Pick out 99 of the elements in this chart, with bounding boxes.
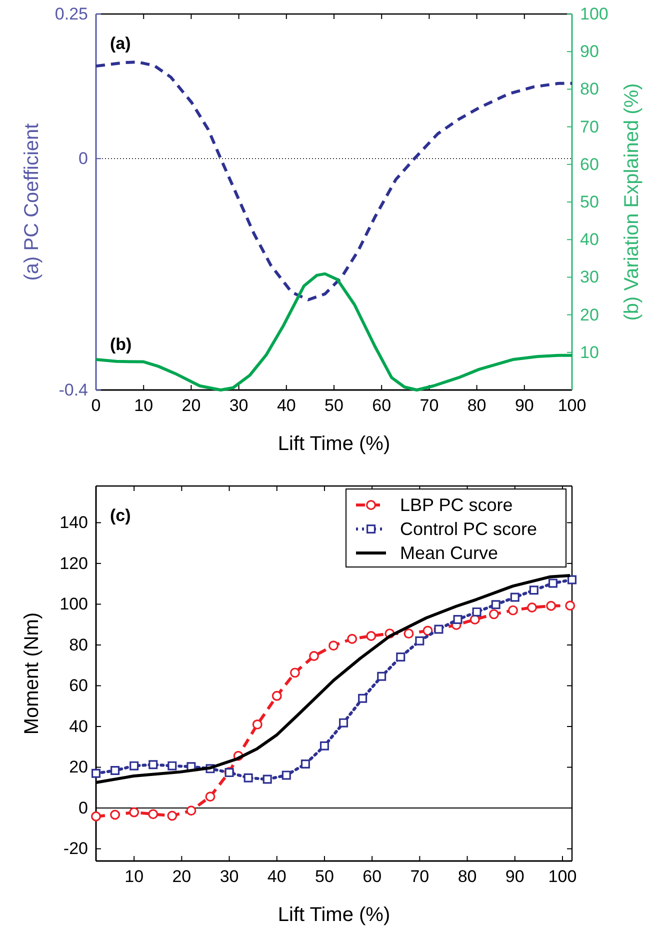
x-tick-label: 40 <box>276 396 296 416</box>
y2-tick-label: 30 <box>580 268 599 287</box>
point <box>453 614 462 624</box>
point <box>415 636 424 646</box>
y-tick-label: 60 <box>69 676 88 696</box>
x-tick-label: 30 <box>229 396 248 416</box>
point <box>529 586 538 595</box>
y-tick-label: 0 <box>78 798 88 818</box>
y2-tick-label: 70 <box>580 117 599 136</box>
point <box>282 770 291 780</box>
y2-tick-label: 20 <box>580 305 599 324</box>
x-tick-label: 70 <box>420 396 439 416</box>
point <box>148 760 158 770</box>
point <box>110 810 120 820</box>
point <box>91 811 101 822</box>
point <box>148 809 158 820</box>
y2-tick-label: 60 <box>580 154 599 174</box>
point <box>262 774 272 784</box>
point <box>404 628 414 639</box>
x-tick-label: 80 <box>467 396 486 416</box>
point <box>508 605 518 616</box>
x-tick-label: 60 <box>362 867 382 886</box>
y-tick-label: -0.4 <box>58 380 88 400</box>
x-axis-title: Lift Time (%) <box>278 904 390 926</box>
point <box>377 672 386 681</box>
y2-tick-label: 40 <box>580 230 599 250</box>
point <box>186 806 196 816</box>
annotation: (b) <box>110 335 132 354</box>
legend-label: Mean Curve <box>400 543 498 563</box>
x-tick-label: 100 <box>548 867 577 886</box>
point <box>546 600 556 611</box>
point <box>434 624 444 634</box>
point <box>565 600 576 611</box>
legend-label: LBP PC score <box>400 495 513 515</box>
point <box>252 719 262 730</box>
y-tick-label: 20 <box>69 758 88 777</box>
line-series <box>94 272 574 392</box>
point <box>91 768 101 778</box>
point <box>244 773 253 782</box>
point <box>567 575 577 584</box>
x-tick-label: 60 <box>372 396 392 416</box>
point <box>130 761 139 770</box>
y-tick-label: 40 <box>69 716 88 736</box>
y2-axis-title: (b) Variation Explained (%) <box>621 83 643 321</box>
point <box>472 607 482 616</box>
point <box>347 634 358 644</box>
x-tick-label: 90 <box>514 396 534 416</box>
y2-tick-label: 90 <box>580 42 599 62</box>
point <box>366 631 376 641</box>
point <box>129 807 140 818</box>
x-tick-label: 100 <box>558 396 586 416</box>
x-tick-label: 90 <box>505 867 524 886</box>
x-tick-label: 10 <box>134 396 154 416</box>
x-tick-label: 50 <box>315 867 334 886</box>
y-tick-label: -20 <box>63 839 88 858</box>
point <box>167 810 178 821</box>
y-axis-title: (a) PC Coefficient <box>21 122 43 281</box>
y-tick-label: 140 <box>60 513 88 532</box>
legend-label: Control PC score <box>400 519 538 539</box>
line-series <box>94 60 574 302</box>
point <box>205 792 216 802</box>
point <box>309 650 319 661</box>
point <box>339 718 348 728</box>
x-tick-label: 30 <box>220 867 239 886</box>
point <box>320 741 329 750</box>
point <box>272 690 282 701</box>
point <box>527 602 537 612</box>
y2-tick-label: 10 <box>580 342 599 362</box>
x-tick-label: 10 <box>124 867 144 886</box>
x-tick-label: 70 <box>410 867 430 886</box>
annotation: (a) <box>110 34 131 53</box>
y-tick-label: 80 <box>69 635 88 654</box>
y2-tick-label: 50 <box>580 192 599 212</box>
x-axis-title: Lift Time (%) <box>278 433 390 455</box>
point <box>488 609 499 620</box>
annotation: (c) <box>110 506 131 525</box>
y-tick-label: 100 <box>60 594 88 614</box>
x-tick-label: 50 <box>324 396 344 416</box>
x-tick-label: 40 <box>267 867 286 886</box>
y2-tick-label: 80 <box>580 80 599 99</box>
y-tick-label: 120 <box>60 554 88 573</box>
point <box>548 578 558 588</box>
point <box>300 759 310 768</box>
y-tick-label: 0 <box>78 149 88 168</box>
x-tick-label: 20 <box>172 867 192 886</box>
point <box>328 640 339 651</box>
y2-tick-label: 100 <box>580 4 608 24</box>
x-tick-label: 0 <box>91 396 101 416</box>
point <box>491 600 500 610</box>
point <box>510 592 520 602</box>
point <box>168 761 177 770</box>
y-tick-label: 0.25 <box>54 4 88 24</box>
point <box>358 694 368 703</box>
y-axis-title: Moment (Nm) <box>21 612 43 735</box>
point <box>110 766 120 776</box>
x-tick-label: 80 <box>458 867 477 886</box>
point <box>290 668 300 678</box>
x-tick-label: 20 <box>182 396 201 416</box>
point <box>396 652 406 662</box>
